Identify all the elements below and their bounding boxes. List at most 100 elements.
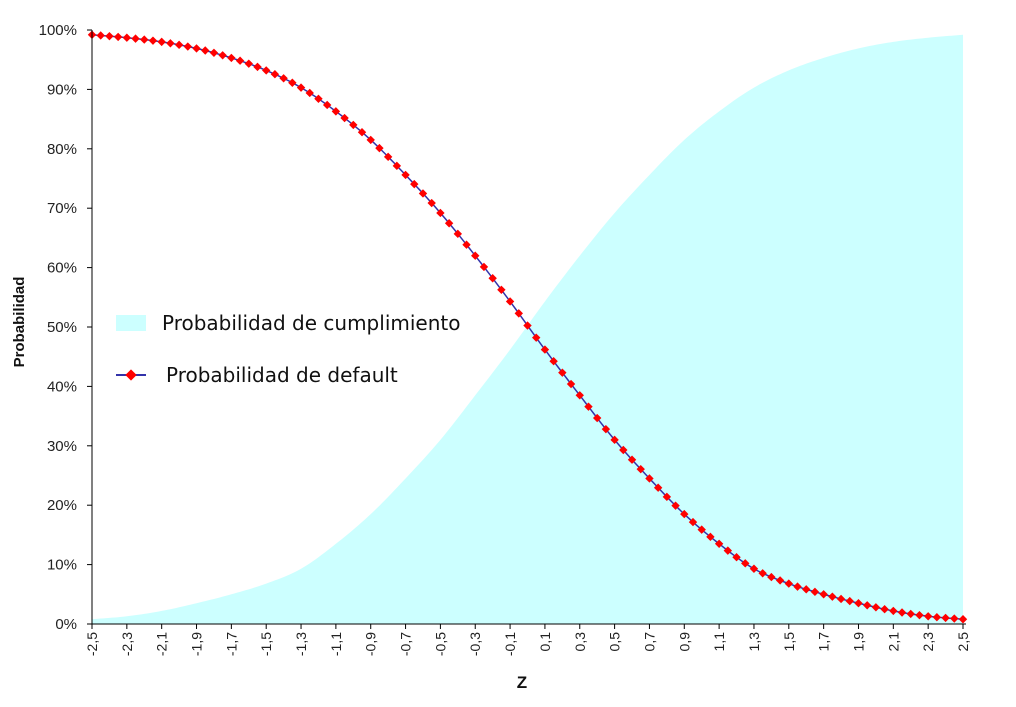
data-point-default <box>227 53 236 63</box>
data-point-default <box>462 240 471 249</box>
data-point-default <box>871 603 881 612</box>
y-tick-label: 0% <box>55 616 77 633</box>
x-tick-label: -0,1 <box>502 632 518 656</box>
data-point-default <box>366 135 375 145</box>
data-point-default <box>897 608 907 617</box>
data-point-default <box>836 594 846 604</box>
data-point-default <box>192 44 201 53</box>
x-tick-label: 1,5 <box>781 632 797 652</box>
data-point-default <box>845 596 854 606</box>
data-point-default <box>270 70 280 79</box>
data-point-default <box>653 483 663 492</box>
data-point-default <box>906 609 915 619</box>
data-point-default <box>410 179 419 189</box>
data-point-default <box>322 100 332 110</box>
data-point-default <box>349 120 358 130</box>
y-tick-label: 30% <box>47 438 77 455</box>
data-point-default <box>723 546 733 555</box>
data-point-default <box>784 579 793 588</box>
data-point-default <box>610 435 619 445</box>
y-tick-label: 40% <box>47 378 77 395</box>
x-axis-title: Z <box>517 673 527 692</box>
y-axis-title: Probabilidad <box>11 277 28 368</box>
data-point-default <box>575 391 584 400</box>
data-point-default <box>958 615 968 624</box>
data-point-default <box>314 94 323 103</box>
data-point-default <box>793 582 802 591</box>
y-tick-label: 10% <box>47 557 77 574</box>
legend-label-default: Probabilidad de default <box>166 363 398 387</box>
data-point-default <box>288 78 297 87</box>
x-tick-label: -1,7 <box>223 632 239 656</box>
x-ticks: -2,5 -2,3 -2,1 -1,9 -1,7 -1,5 -1,3 -1,1 -0,9 -0,7… <box>84 624 971 656</box>
data-point-default <box>741 559 750 568</box>
data-point-default <box>627 455 637 464</box>
data-point-default <box>296 83 306 92</box>
y-tick-label: 20% <box>47 497 77 514</box>
data-point-default <box>305 88 314 98</box>
x-tick-label: -0,3 <box>467 632 483 656</box>
x-tick-label: 2,1 <box>885 632 901 652</box>
y-tick-label: 60% <box>47 260 77 277</box>
x-tick-label: 1,9 <box>850 632 866 652</box>
x-tick-label: -2,5 <box>84 632 100 656</box>
data-point-default <box>828 592 837 601</box>
data-point-default <box>775 576 785 585</box>
data-point-default <box>862 601 872 610</box>
x-tick-label: 2,5 <box>955 632 971 652</box>
data-point-default <box>262 66 271 75</box>
data-point-default <box>113 32 123 42</box>
x-tick-label: -2,3 <box>119 632 135 656</box>
data-point-default <box>584 402 593 411</box>
data-point-default <box>619 445 628 455</box>
data-point-default <box>532 333 541 342</box>
data-point-default <box>375 143 384 153</box>
x-tick-label: -1,3 <box>293 632 309 656</box>
data-point-default <box>131 34 140 43</box>
y-tick-label: 70% <box>47 200 77 217</box>
data-point-default <box>140 35 149 44</box>
x-tick-label: 2,3 <box>920 632 936 652</box>
data-point-default <box>706 532 715 542</box>
data-point-default <box>915 610 924 620</box>
data-point-default <box>148 36 158 45</box>
data-point-default <box>662 492 672 502</box>
y-tick-label: 100% <box>39 22 77 39</box>
data-point-default <box>923 612 933 621</box>
data-point-default <box>802 585 811 594</box>
data-point-default <box>157 37 166 47</box>
data-point-default <box>279 74 288 83</box>
data-point-default <box>244 59 253 68</box>
data-point-default <box>401 170 410 180</box>
data-point-default <box>122 33 132 42</box>
data-point-default <box>950 614 959 623</box>
data-point-default <box>514 309 523 318</box>
data-point-default <box>697 525 706 534</box>
x-tick-label: 0,3 <box>572 632 588 652</box>
data-point-default <box>671 501 680 510</box>
data-point-default <box>880 604 889 614</box>
legend: Probabilidad de cumplimiento Probabilida… <box>116 311 460 387</box>
data-point-default <box>810 587 820 597</box>
data-point-default <box>558 368 567 377</box>
x-tick-label: 0,9 <box>676 632 692 652</box>
data-point-default <box>174 40 184 50</box>
x-tick-label: -1,1 <box>328 632 344 656</box>
data-point-default <box>383 152 393 162</box>
x-tick-label: -0,9 <box>363 632 379 656</box>
data-point-default <box>418 189 428 198</box>
data-point-default <box>488 274 497 283</box>
data-point-default <box>566 379 576 389</box>
data-point-default <box>444 219 454 228</box>
legend-swatch-cumplimiento <box>116 315 146 331</box>
data-point-default <box>218 51 227 60</box>
legend-label-cumplimiento: Probabilidad de cumplimiento <box>162 311 460 335</box>
x-tick-label: 0,7 <box>641 632 657 652</box>
data-point-default <box>436 208 445 218</box>
data-point-default <box>540 345 550 354</box>
data-point-default <box>340 113 349 123</box>
data-point-default <box>645 474 654 483</box>
data-point-default <box>166 39 175 48</box>
y-ticks: 0% 10% 20% 30% 40% 50% 60% 70% 80% 90% 100% <box>39 22 92 633</box>
